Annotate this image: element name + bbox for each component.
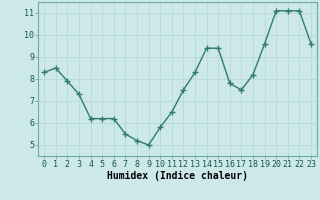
X-axis label: Humidex (Indice chaleur): Humidex (Indice chaleur) <box>107 171 248 181</box>
